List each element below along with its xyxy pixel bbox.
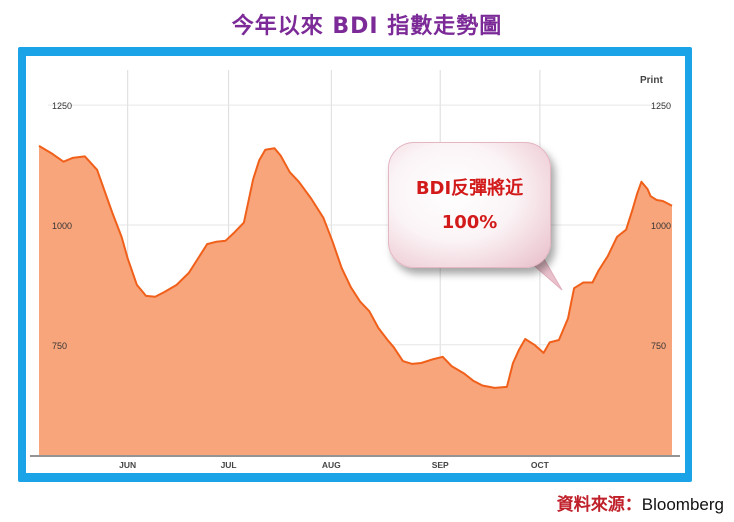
- y-tick-label: 1000: [651, 221, 671, 231]
- y-tick-label: 750: [651, 341, 666, 351]
- y-tick-label: 1000: [52, 221, 72, 231]
- callout-box: BDI反彈將近 100%: [388, 142, 551, 268]
- y-tick-label: 1250: [52, 101, 72, 111]
- source-label: 資料來源：: [556, 495, 642, 514]
- y-tick-label: 1250: [651, 101, 671, 111]
- source-value: Bloomberg: [641, 495, 724, 514]
- x-tick-label: OCT: [531, 460, 550, 470]
- x-tick-label: SEP: [432, 460, 449, 470]
- callout-line1: BDI反彈將近: [415, 178, 524, 199]
- print-link[interactable]: Print: [640, 75, 663, 86]
- area-fill: [39, 145, 672, 455]
- tick-layer: 1250 1250 1000 1000 750 750 JUN JUL AUG SEP OCT: [52, 101, 671, 470]
- series-line: [38, 145, 673, 389]
- x-tick-label: AUG: [322, 460, 341, 470]
- callout-line2: 100%: [441, 212, 498, 233]
- y-tick-label: 750: [52, 341, 67, 351]
- chart-title: 今年以來 BDI 指數走勢圖: [231, 14, 503, 39]
- x-tick-label: JUN: [119, 460, 136, 470]
- x-tick-label: JUL: [221, 460, 237, 470]
- source-note: 資料來源：Bloomberg: [557, 490, 724, 515]
